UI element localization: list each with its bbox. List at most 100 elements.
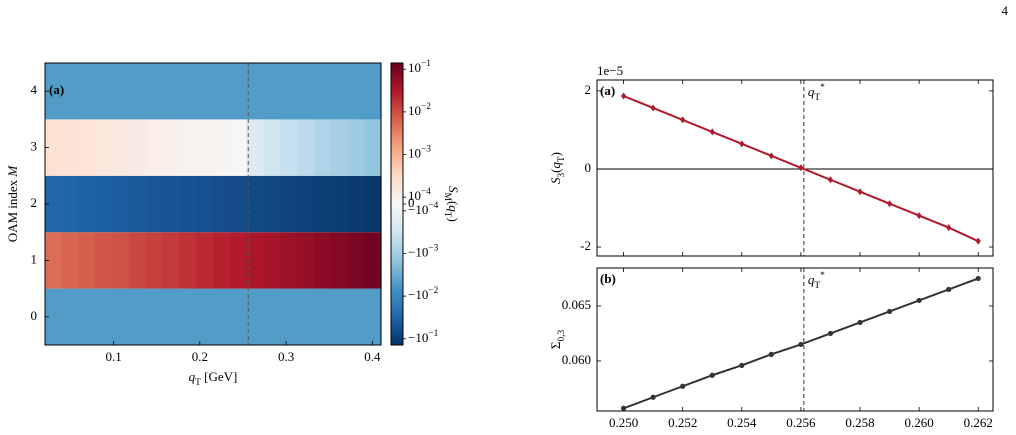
marker bbox=[886, 308, 893, 315]
heat-cell bbox=[330, 119, 348, 176]
reference-label: qT* bbox=[808, 271, 825, 291]
heat-cell bbox=[229, 232, 248, 289]
y-tick-label: 3 bbox=[31, 139, 38, 154]
y-tick-label: 0.060 bbox=[562, 352, 591, 367]
heat-cell bbox=[330, 63, 348, 120]
heat-cell bbox=[112, 119, 130, 176]
marker bbox=[886, 200, 893, 208]
heat-cell bbox=[364, 119, 382, 176]
heat-cell bbox=[313, 119, 332, 176]
marker bbox=[975, 237, 981, 245]
heat-cell bbox=[145, 63, 163, 120]
x-tick-label: 0.3 bbox=[278, 349, 294, 364]
heat-cell bbox=[280, 232, 298, 289]
marker bbox=[798, 164, 804, 172]
marker bbox=[620, 92, 627, 100]
heat-cell bbox=[162, 63, 180, 120]
heat-cell bbox=[145, 119, 163, 176]
heat-cell bbox=[364, 232, 382, 289]
heat-cell bbox=[145, 175, 163, 233]
heat-cell bbox=[330, 288, 348, 345]
marker bbox=[650, 104, 656, 112]
heat-cell bbox=[313, 63, 332, 120]
marker bbox=[620, 405, 627, 411]
marker bbox=[827, 330, 834, 337]
marker bbox=[916, 212, 922, 220]
page-number: 4 bbox=[1002, 3, 1009, 18]
heat-cell bbox=[145, 288, 163, 345]
marker bbox=[827, 176, 834, 184]
colorbar-tick-label: 10−2 bbox=[408, 102, 431, 118]
heat-cell bbox=[44, 175, 63, 233]
heat-cell bbox=[263, 119, 281, 176]
x-tick-label: 0.254 bbox=[727, 415, 757, 430]
marker bbox=[739, 362, 745, 368]
heat-cell bbox=[229, 63, 248, 120]
offset-label: 1e−5 bbox=[597, 63, 623, 78]
x-tick-label: 0.252 bbox=[668, 415, 697, 430]
heat-cell bbox=[179, 175, 197, 233]
marker bbox=[650, 394, 656, 400]
marker bbox=[739, 140, 745, 148]
heat-cell bbox=[128, 288, 147, 345]
heat-cell bbox=[297, 119, 315, 176]
heat-cell bbox=[213, 175, 231, 233]
heat-cell bbox=[61, 119, 79, 176]
heat-cell bbox=[229, 288, 248, 345]
y-tick-label: 0.065 bbox=[562, 297, 591, 312]
heat-cell bbox=[297, 232, 315, 289]
heat-cell bbox=[61, 232, 79, 289]
marker bbox=[857, 319, 863, 326]
heat-cell bbox=[263, 63, 281, 120]
x-tick-label: 0.250 bbox=[609, 415, 638, 430]
heat-cell bbox=[263, 175, 281, 233]
heat-cell bbox=[196, 175, 214, 233]
heat-cell bbox=[263, 232, 281, 289]
heat-cell bbox=[179, 232, 197, 289]
colorbar bbox=[390, 62, 404, 346]
heat-cell bbox=[78, 119, 96, 176]
heat-cell bbox=[95, 175, 113, 233]
colorbar-label: SM(qT) bbox=[442, 186, 461, 222]
heat-cell bbox=[196, 63, 214, 120]
heat-cell bbox=[280, 119, 298, 176]
heat-cell bbox=[330, 232, 348, 289]
heat-cell bbox=[347, 119, 365, 176]
axes-frame bbox=[596, 267, 994, 412]
heat-cell bbox=[44, 119, 63, 176]
y-tick-label: 1 bbox=[31, 251, 38, 266]
heat-cell bbox=[297, 175, 315, 233]
heat-cell bbox=[78, 288, 96, 345]
y-axis-label: Σ0,3 bbox=[548, 330, 567, 350]
heat-cell bbox=[95, 232, 113, 289]
panel-label: (a) bbox=[49, 82, 64, 97]
heat-cell bbox=[213, 288, 231, 345]
y-tick-label: 2 bbox=[31, 195, 38, 210]
marker bbox=[768, 152, 774, 160]
heat-cell bbox=[364, 288, 382, 345]
y-tick-label: 0 bbox=[585, 160, 592, 175]
heat-cell bbox=[213, 119, 231, 176]
heat-cell bbox=[246, 288, 264, 345]
heat-cell bbox=[347, 288, 365, 345]
heat-cell bbox=[61, 63, 79, 120]
heat-cell bbox=[162, 232, 180, 289]
heat-cell bbox=[229, 175, 248, 233]
x-tick-label: 0.1 bbox=[105, 349, 121, 364]
y-tick-label: -2 bbox=[580, 238, 591, 253]
heat-cell bbox=[246, 175, 264, 233]
y-tick-label: 0 bbox=[31, 308, 38, 323]
heat-cell bbox=[297, 288, 315, 345]
colorbar-tick-label: −10−3 bbox=[408, 244, 439, 260]
heat-cell bbox=[246, 232, 264, 289]
panel-label: (a) bbox=[600, 83, 615, 98]
heat-cell bbox=[313, 232, 332, 289]
heat-cell bbox=[95, 63, 113, 120]
heat-cell bbox=[128, 63, 147, 120]
heat-cell bbox=[78, 63, 96, 120]
heat-cell bbox=[78, 232, 96, 289]
heat-cell bbox=[347, 232, 365, 289]
colorbar-tick-label: 10−4 bbox=[408, 187, 431, 203]
heat-cell bbox=[213, 232, 231, 289]
